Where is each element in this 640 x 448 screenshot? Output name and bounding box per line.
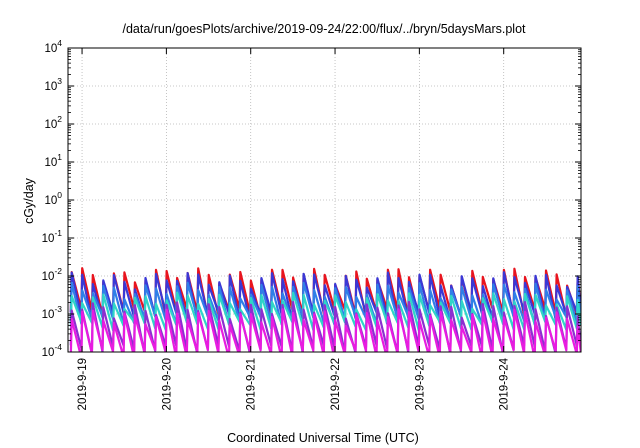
x-tick-label: 2019-9-22 <box>330 358 342 410</box>
y-axis: 10-4 10-3 10-2 10-1 100 101 102 103 104 <box>42 38 581 359</box>
y-tick-label: 10-3 <box>42 304 63 321</box>
x-tick-label: 2019-9-21 <box>246 358 258 410</box>
x-tick-label: 2019-9-24 <box>499 357 511 410</box>
x-axis-label: Coordinated Universal Time (UTC) <box>227 431 419 445</box>
y-tick-label: 101 <box>44 152 62 169</box>
x-tick-label: 2019-9-23 <box>414 358 426 410</box>
chart-title: /data/run/goesPlots/archive/2019-09-24/2… <box>122 22 526 36</box>
series-group <box>69 267 581 352</box>
y-tick-label: 10-1 <box>42 228 63 245</box>
y-tick-label: 100 <box>44 190 62 207</box>
y-tick-label: 103 <box>44 76 62 93</box>
x-axis: 2019-9-19 2019-9-20 2019-9-21 2019-9-22 2019… <box>77 48 511 410</box>
y-tick-label: 104 <box>44 38 62 55</box>
y-tick-label: 10-2 <box>42 266 63 283</box>
x-tick-label: 2019-9-19 <box>77 358 89 410</box>
y-axis-label: cGy/day <box>22 177 36 224</box>
x-tick-label: 2019-9-20 <box>161 358 173 410</box>
y-tick-label: 102 <box>44 114 62 131</box>
series-line <box>69 308 581 352</box>
y-tick-label: 10-4 <box>42 342 63 359</box>
